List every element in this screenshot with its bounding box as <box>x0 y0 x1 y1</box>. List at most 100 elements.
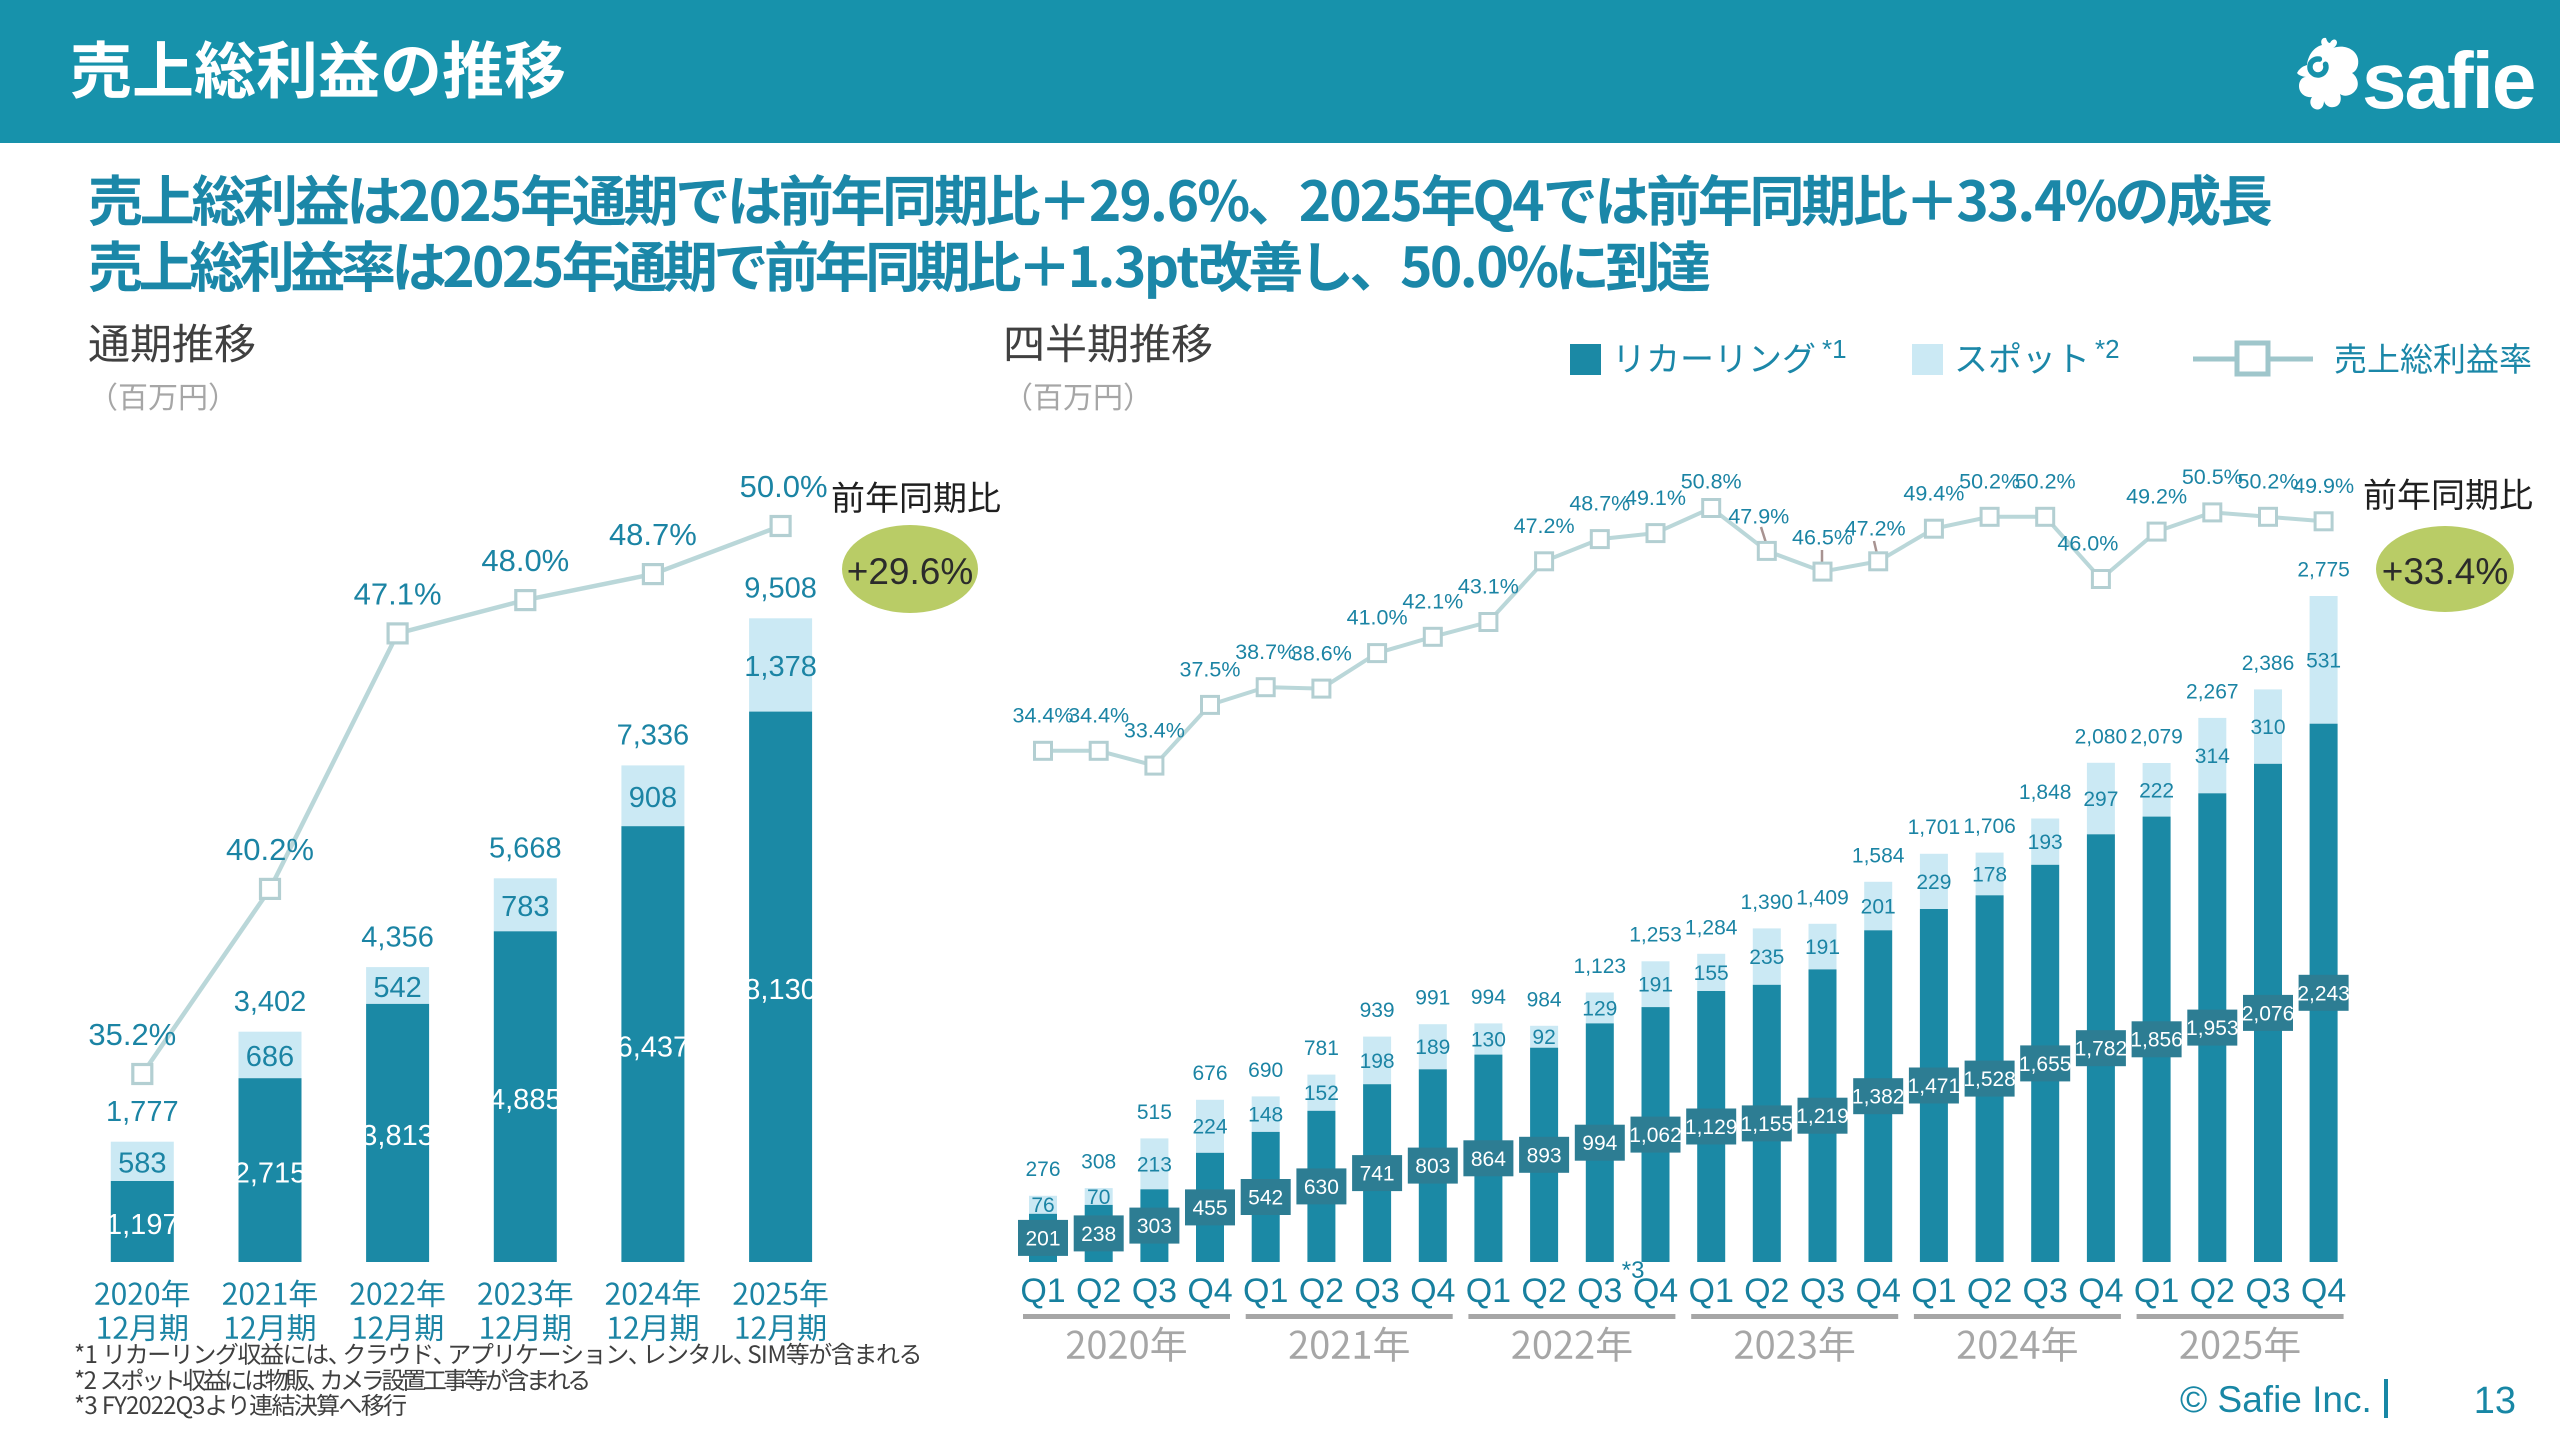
svg-text:Q2: Q2 <box>2190 1272 2235 1310</box>
svg-text:50.2%: 50.2% <box>2015 470 2076 494</box>
svg-text:2,080: 2,080 <box>2075 725 2128 748</box>
svg-text:46.0%: 46.0% <box>2057 532 2118 556</box>
svg-text:130: 130 <box>1471 1029 1506 1052</box>
svg-text:1,129: 1,129 <box>1685 1116 1738 1139</box>
svg-text:Q2: Q2 <box>1967 1272 2012 1310</box>
svg-text:Q1: Q1 <box>1689 1272 1734 1310</box>
svg-text:129: 129 <box>1582 997 1617 1020</box>
svg-text:4,356: 4,356 <box>361 921 434 953</box>
svg-text:193: 193 <box>2028 831 2063 854</box>
svg-text:Q4: Q4 <box>1633 1272 1678 1310</box>
svg-text:Q4: Q4 <box>1410 1272 1455 1310</box>
svg-text:1,655: 1,655 <box>2019 1053 2072 1076</box>
svg-text:781: 781 <box>1304 1037 1339 1060</box>
svg-text:37.5%: 37.5% <box>1180 658 1241 682</box>
svg-text:303: 303 <box>1137 1215 1172 1238</box>
svg-text:455: 455 <box>1192 1197 1227 1220</box>
svg-text:46.5%: 46.5% <box>1792 526 1853 550</box>
svg-text:1,390: 1,390 <box>1741 891 1794 914</box>
svg-text:Q4: Q4 <box>2301 1272 2346 1310</box>
svg-text:235: 235 <box>1749 946 1784 969</box>
svg-text:191: 191 <box>1638 974 1673 997</box>
svg-text:222: 222 <box>2139 779 2174 802</box>
svg-text:92: 92 <box>1532 1026 1555 1049</box>
svg-text:Q4: Q4 <box>1187 1272 1232 1310</box>
svg-text:49.1%: 49.1% <box>1625 486 1686 510</box>
svg-text:Q1: Q1 <box>1020 1272 1065 1310</box>
svg-text:676: 676 <box>1192 1062 1227 1085</box>
svg-text:1,409: 1,409 <box>1796 886 1849 909</box>
svg-text:Q2: Q2 <box>1521 1272 1566 1310</box>
svg-text:2,386: 2,386 <box>2242 652 2295 675</box>
svg-text:Q2: Q2 <box>1076 1272 1121 1310</box>
svg-text:630: 630 <box>1304 1176 1339 1199</box>
svg-text:2,076: 2,076 <box>2242 1002 2295 1025</box>
svg-text:783: 783 <box>501 891 549 923</box>
svg-text:1,706: 1,706 <box>1963 815 2016 838</box>
svg-text:Q2: Q2 <box>1299 1272 1344 1310</box>
svg-text:2,775: 2,775 <box>2297 559 2350 582</box>
svg-text:*1: *1 <box>1822 334 1847 364</box>
svg-text:155: 155 <box>1694 962 1729 985</box>
svg-text:201: 201 <box>1025 1227 1060 1250</box>
svg-text:1,777: 1,777 <box>106 1096 179 1128</box>
svg-text:Q1: Q1 <box>1243 1272 1288 1310</box>
svg-text:1,123: 1,123 <box>1574 955 1627 978</box>
svg-text:994: 994 <box>1582 1132 1617 1155</box>
svg-text:1,197: 1,197 <box>106 1209 179 1241</box>
svg-text:152: 152 <box>1304 1082 1339 1105</box>
svg-text:189: 189 <box>1415 1036 1450 1059</box>
svg-text:5,668: 5,668 <box>489 833 562 865</box>
svg-text:Q1: Q1 <box>1466 1272 1511 1310</box>
svg-text:Q3: Q3 <box>2023 1272 2068 1310</box>
svg-text:1,378: 1,378 <box>744 651 817 683</box>
svg-text:48.7%: 48.7% <box>609 517 697 552</box>
svg-text:47.9%: 47.9% <box>1728 505 1789 529</box>
svg-text:6,437: 6,437 <box>617 1031 690 1063</box>
svg-text:13: 13 <box>2474 1380 2516 1422</box>
svg-text:7,336: 7,336 <box>617 720 690 752</box>
svg-text:9,508: 9,508 <box>744 573 817 605</box>
svg-text:49.4%: 49.4% <box>1903 481 1964 505</box>
svg-text:49.2%: 49.2% <box>2126 484 2187 508</box>
svg-text:531: 531 <box>2306 649 2341 672</box>
svg-text:297: 297 <box>2083 788 2118 811</box>
svg-text:© Safie Inc.: © Safie Inc. <box>2180 1379 2372 1420</box>
svg-text:2,267: 2,267 <box>2186 680 2239 703</box>
svg-text:515: 515 <box>1137 1101 1172 1124</box>
svg-text:314: 314 <box>2195 745 2230 768</box>
svg-text:213: 213 <box>1137 1153 1172 1176</box>
svg-text:43.1%: 43.1% <box>1458 575 1519 599</box>
svg-text:41.0%: 41.0% <box>1347 606 1408 630</box>
svg-text:1,062: 1,062 <box>1629 1124 1682 1147</box>
svg-text:994: 994 <box>1471 986 1506 1009</box>
svg-text:safie: safie <box>2362 36 2534 125</box>
svg-text:50.0%: 50.0% <box>740 469 828 504</box>
svg-text:Q4: Q4 <box>2078 1272 2123 1310</box>
svg-text:201: 201 <box>1861 896 1896 919</box>
svg-text:1,953: 1,953 <box>2186 1017 2239 1040</box>
svg-text:33.4%: 33.4% <box>1124 718 1185 742</box>
svg-text:864: 864 <box>1471 1148 1506 1171</box>
svg-text:229: 229 <box>1916 871 1951 894</box>
svg-text:1,219: 1,219 <box>1796 1105 1849 1128</box>
svg-text:308: 308 <box>1081 1151 1116 1174</box>
svg-text:47.2%: 47.2% <box>1845 517 1906 541</box>
svg-text:1,782: 1,782 <box>2075 1038 2128 1061</box>
svg-text:8,130: 8,130 <box>744 974 817 1006</box>
svg-text:*3: *3 <box>1622 1257 1645 1284</box>
svg-text:276: 276 <box>1025 1158 1060 1181</box>
svg-text:4,885: 4,885 <box>489 1084 562 1116</box>
svg-text:34.4%: 34.4% <box>1013 704 1074 728</box>
svg-text:2,715: 2,715 <box>234 1157 307 1189</box>
svg-text:893: 893 <box>1527 1144 1562 1167</box>
svg-text:1,856: 1,856 <box>2130 1029 2183 1052</box>
svg-text:50.2%: 50.2% <box>1959 470 2020 494</box>
svg-text:*2: *2 <box>2095 334 2120 364</box>
svg-text:34.4%: 34.4% <box>1068 704 1129 728</box>
svg-text:50.8%: 50.8% <box>1681 470 1742 494</box>
svg-text:1,848: 1,848 <box>2019 781 2072 804</box>
svg-text:Q2: Q2 <box>1744 1272 1789 1310</box>
svg-text:1,584: 1,584 <box>1852 844 1905 867</box>
svg-text:42.1%: 42.1% <box>1402 589 1463 613</box>
